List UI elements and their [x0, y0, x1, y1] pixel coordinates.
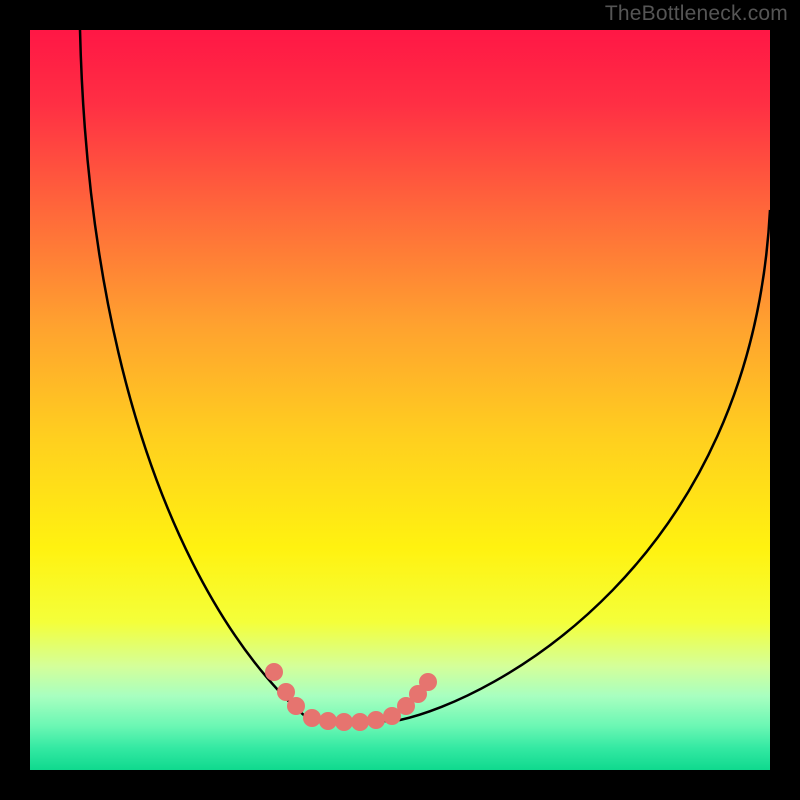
dot [335, 713, 353, 731]
dot [287, 697, 305, 715]
plot-background [30, 30, 770, 770]
dot [367, 711, 385, 729]
dot [351, 713, 369, 731]
dot [265, 663, 283, 681]
dot [419, 673, 437, 691]
dot [319, 712, 337, 730]
watermark-text: TheBottleneck.com [605, 2, 788, 26]
chart-svg [0, 0, 800, 800]
dot [303, 709, 321, 727]
chart-root: TheBottleneck.com [0, 0, 800, 800]
